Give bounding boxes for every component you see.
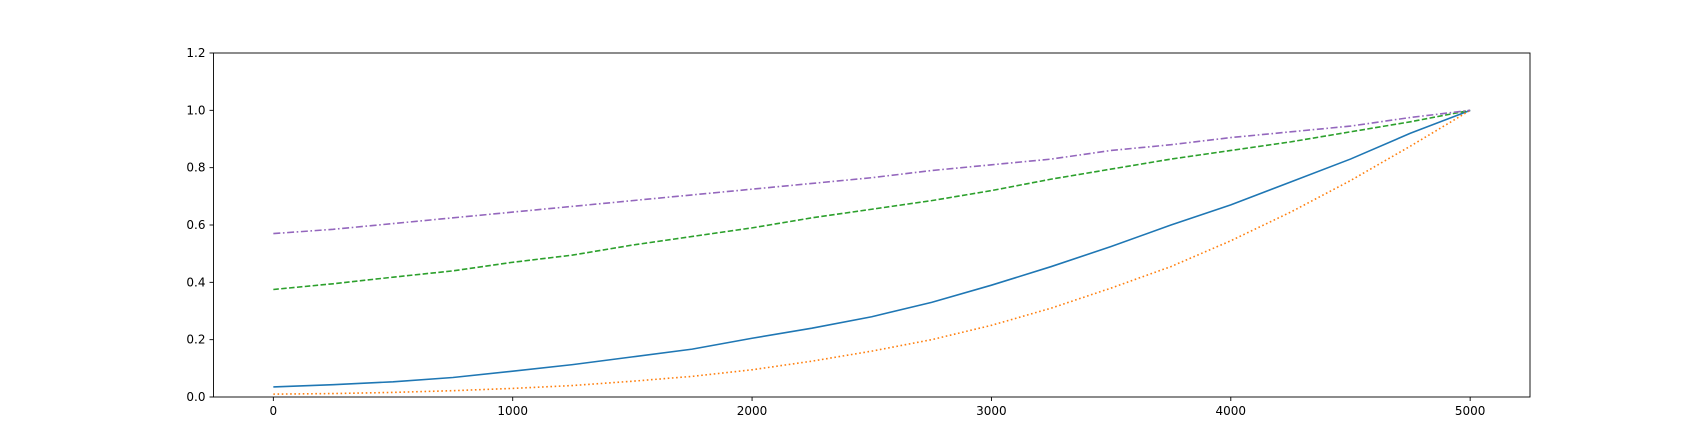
y-tick-label: 1.0 bbox=[186, 103, 205, 117]
series-line bbox=[273, 109, 1471, 291]
y-tick-label: 1.2 bbox=[186, 46, 205, 60]
x-tick-label: 5000 bbox=[1455, 404, 1486, 418]
y-tick-label: 0.0 bbox=[186, 390, 205, 404]
y-tick-label: 0.2 bbox=[186, 333, 205, 347]
y-tick-label: 0.6 bbox=[186, 218, 205, 232]
series-line bbox=[273, 109, 1471, 235]
x-tick-label: 3000 bbox=[976, 404, 1007, 418]
x-tick-label: 0 bbox=[270, 404, 278, 418]
x-tick-label: 2000 bbox=[737, 404, 768, 418]
axes-frame bbox=[213, 52, 1531, 398]
series-line bbox=[273, 109, 1471, 395]
y-tick-label: 0.4 bbox=[186, 275, 205, 289]
series-line bbox=[273, 109, 1471, 388]
x-tick-label: 4000 bbox=[1216, 404, 1247, 418]
x-tick-label: 1000 bbox=[497, 404, 528, 418]
y-tick-label: 0.8 bbox=[186, 161, 205, 175]
